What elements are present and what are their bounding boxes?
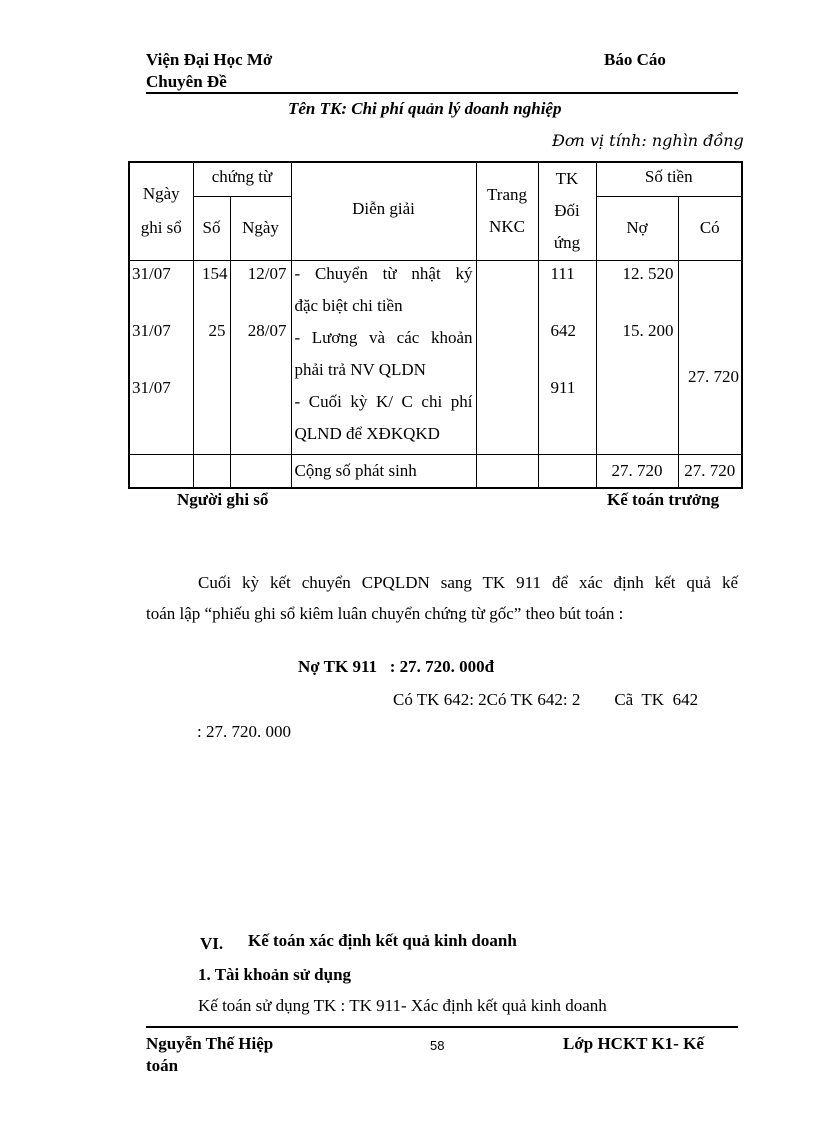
col-tk-doi-ung: TK Đối ứng <box>537 161 597 261</box>
cell-text: 25 <box>208 320 226 340</box>
cell-text: 911 <box>550 377 576 397</box>
header-text: Trang <box>487 185 527 205</box>
header-text: Ngày <box>142 184 180 204</box>
cell-ngay: 12/07 28/07 <box>229 259 292 455</box>
cell-text: 28/07 <box>247 320 287 340</box>
footer-author: Nguyễn Thế Hiệp <box>146 1034 274 1053</box>
empty-cell <box>537 453 597 489</box>
entry-credit-continued: : 27. 720. 000 <box>197 722 291 741</box>
header-report: Báo Cáo <box>604 50 666 69</box>
header-text: Đối <box>554 201 580 221</box>
empty-cell <box>192 453 231 489</box>
col-no: Nợ <box>595 195 679 261</box>
entry-credit: Có TK 642: 2Có TK 642: 2 Cã TK 642 <box>393 690 699 709</box>
unit-label: Đơn vị tính: nghìn đồng <box>552 131 744 150</box>
signature-recorder: Người ghi sổ <box>177 490 269 509</box>
cell-text: 12/07 <box>247 263 287 283</box>
cell-no: 12. 520 15. 200 <box>595 259 679 455</box>
total-no: 27. 720 <box>595 453 679 489</box>
cell-so: 154 25 <box>192 259 231 455</box>
cell-text: 111 <box>550 263 575 283</box>
cell-text: 15. 200 <box>622 320 674 340</box>
col-trang-nkc: Trang NKC <box>475 161 539 261</box>
paragraph-line-1: Cuối kỳ kết chuyển CPQLDN sang TK 911 để… <box>198 573 738 592</box>
header-subtitle: Chuyên Đề <box>146 72 227 91</box>
cell-text: - Chuyển từ nhật ký <box>294 263 473 283</box>
col-ngay-ghi-so: Ngày ghi sổ <box>128 161 194 261</box>
cell-text: QLND để XĐKQKD <box>294 423 440 443</box>
cell-text: 27. 720 <box>688 366 739 386</box>
header-text: ghi sổ <box>140 218 182 238</box>
cell-text: 642 <box>550 320 577 340</box>
page-number: 58 <box>430 1038 445 1053</box>
cell-text: - Cuối kỳ K/ C chi phí <box>294 391 473 411</box>
empty-cell <box>229 453 292 489</box>
total-label: Cộng số phát sinh <box>290 453 477 489</box>
empty-cell <box>475 453 539 489</box>
header-rule <box>146 92 738 94</box>
total-co: 27. 720 <box>677 453 743 489</box>
header-text: TK <box>555 169 579 189</box>
cell-text: 12. 520 <box>622 263 674 283</box>
empty-cell <box>128 453 194 489</box>
ledger-title: Tên TK: Chi phí quản lý doanh nghiệp <box>288 99 562 118</box>
ledger-table: Ngày ghi sổ chứng từ Diễn giải Trang NKC T… <box>128 161 743 489</box>
cell-tk: 111 642 911 <box>537 259 597 455</box>
total-row: Cộng số phát sinh 27. 720 27. 720 <box>128 453 743 489</box>
subsection-title: 1. Tài khoản sử dụng <box>198 965 352 984</box>
cell-dien-giai: - Chuyển từ nhật ký đặc biệt chi tiền - … <box>290 259 477 455</box>
header-text: NKC <box>489 217 525 237</box>
section-number: VI. <box>200 934 224 953</box>
cell-ngay-ghi-so: 31/07 31/07 31/07 <box>128 259 194 455</box>
body-text: Kế toán sử dụng TK : TK 911- Xác định kế… <box>198 996 607 1015</box>
table-body: 31/07 31/07 31/07 154 25 12/07 28/07 - C… <box>128 259 743 455</box>
col-co: Có <box>677 195 743 261</box>
cell-text: phải trả NV QLDN <box>294 359 426 379</box>
cell-trang-nkc <box>475 259 539 455</box>
col-ngay: Ngày <box>229 195 292 261</box>
col-so: Số <box>192 195 231 261</box>
col-dien-giai: Diễn giải <box>290 161 477 261</box>
cell-text: 31/07 <box>132 320 171 340</box>
cell-text: đặc biệt chi tiền <box>294 295 403 315</box>
signature-chief-accountant: Kế toán trưởng <box>607 490 720 509</box>
cell-text: - Lương và các khoản <box>294 327 473 347</box>
footer-class: Lớp HCKT K1- Kế <box>563 1034 704 1053</box>
col-so-tien: Số tiền <box>595 161 743 197</box>
entry-debit: Nợ TK 911 : 27. 720. 000đ <box>298 657 495 676</box>
cell-text: 31/07 <box>132 377 171 397</box>
cell-co: 27. 720 <box>677 259 743 455</box>
cell-text: 31/07 <box>132 263 171 283</box>
footer-author-cont: toán <box>146 1056 179 1075</box>
header-institution: Viện Đại Học Mở <box>146 50 273 69</box>
paragraph-line-2: toán lập “phiếu ghi sổ kiêm luân chuyển … <box>146 604 624 623</box>
footer-rule <box>146 1026 738 1028</box>
section-title: Kế toán xác định kết quả kinh doanh <box>248 931 517 950</box>
col-chung-tu: chứng từ <box>192 161 292 197</box>
header-text: ứng <box>553 233 581 253</box>
cell-text: 154 <box>202 263 228 283</box>
